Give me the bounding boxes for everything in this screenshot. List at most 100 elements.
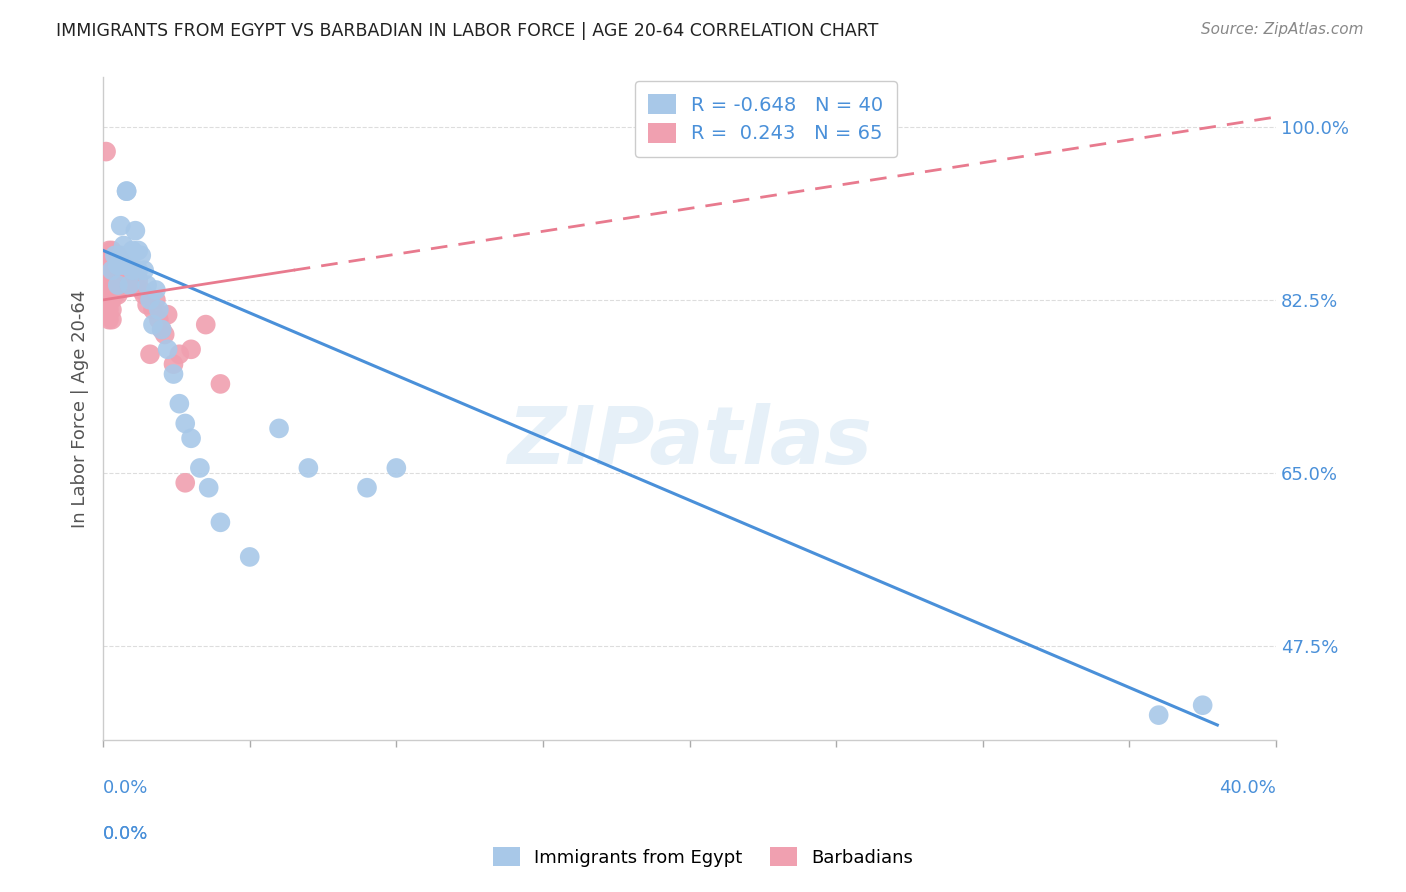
Point xyxy=(107,288,129,302)
Point xyxy=(121,263,143,277)
Point xyxy=(94,263,117,277)
Point xyxy=(174,475,197,490)
Point xyxy=(110,263,132,277)
Point xyxy=(104,278,127,293)
Point xyxy=(145,283,167,297)
Point xyxy=(98,253,121,268)
Point xyxy=(150,322,173,336)
Text: 0.0%: 0.0% xyxy=(103,825,148,843)
Text: 0.0%: 0.0% xyxy=(103,825,148,843)
Point xyxy=(107,278,129,293)
Point xyxy=(112,268,135,282)
Point xyxy=(169,397,191,411)
Point xyxy=(101,253,124,268)
Text: Source: ZipAtlas.com: Source: ZipAtlas.com xyxy=(1201,22,1364,37)
Point xyxy=(94,258,117,272)
Point xyxy=(188,461,211,475)
Legend: Immigrants from Egypt, Barbadians: Immigrants from Egypt, Barbadians xyxy=(485,840,921,874)
Point xyxy=(98,263,121,277)
Point xyxy=(115,184,138,198)
Point xyxy=(127,273,149,287)
Point xyxy=(104,248,127,262)
Point xyxy=(1191,698,1213,713)
Point xyxy=(110,248,132,262)
Point xyxy=(112,258,135,272)
Point xyxy=(156,308,179,322)
Point xyxy=(104,268,127,282)
Point xyxy=(127,244,149,258)
Point xyxy=(169,347,191,361)
Point xyxy=(98,283,121,297)
Text: IMMIGRANTS FROM EGYPT VS BARBADIAN IN LABOR FORCE | AGE 20-64 CORRELATION CHART: IMMIGRANTS FROM EGYPT VS BARBADIAN IN LA… xyxy=(56,22,879,40)
Point xyxy=(356,481,378,495)
Point xyxy=(142,302,165,317)
Y-axis label: In Labor Force | Age 20-64: In Labor Force | Age 20-64 xyxy=(72,290,89,528)
Text: 40.0%: 40.0% xyxy=(1219,779,1277,797)
Point xyxy=(162,357,184,371)
Point xyxy=(121,244,143,258)
Point xyxy=(101,302,124,317)
Point xyxy=(112,278,135,293)
Point xyxy=(297,461,319,475)
Point xyxy=(127,263,149,277)
Point xyxy=(174,417,197,431)
Text: 0.0%: 0.0% xyxy=(103,779,149,797)
Point xyxy=(118,278,141,293)
Point xyxy=(121,263,143,277)
Point xyxy=(148,302,170,317)
Point xyxy=(94,145,117,159)
Point xyxy=(134,263,156,277)
Point xyxy=(104,288,127,302)
Point xyxy=(129,248,152,262)
Point xyxy=(101,283,124,297)
Point xyxy=(180,343,202,357)
Point xyxy=(101,263,124,277)
Point xyxy=(156,343,179,357)
Point xyxy=(91,278,114,293)
Point xyxy=(112,238,135,252)
Point xyxy=(115,273,138,287)
Point xyxy=(91,298,114,312)
Point xyxy=(115,263,138,277)
Point xyxy=(107,248,129,262)
Point xyxy=(134,288,156,302)
Point xyxy=(101,244,124,258)
Point xyxy=(110,273,132,287)
Point xyxy=(112,258,135,272)
Point xyxy=(98,302,121,317)
Point xyxy=(101,263,124,277)
Point xyxy=(209,376,232,391)
Point xyxy=(91,263,114,277)
Point xyxy=(118,268,141,282)
Point xyxy=(107,258,129,272)
Point xyxy=(150,322,173,336)
Point xyxy=(136,298,159,312)
Point xyxy=(104,258,127,272)
Point xyxy=(107,268,129,282)
Point xyxy=(194,318,217,332)
Point xyxy=(153,327,176,342)
Point xyxy=(107,258,129,272)
Point xyxy=(121,273,143,287)
Point xyxy=(101,293,124,307)
Point xyxy=(94,288,117,302)
Point xyxy=(1147,708,1170,723)
Point xyxy=(118,278,141,293)
Point xyxy=(98,293,121,307)
Point xyxy=(110,253,132,268)
Text: ZIPatlas: ZIPatlas xyxy=(508,403,872,481)
Point xyxy=(124,273,146,287)
Point xyxy=(136,278,159,293)
Point xyxy=(110,219,132,233)
Point xyxy=(115,184,138,198)
Point xyxy=(148,312,170,326)
Point xyxy=(142,318,165,332)
Point xyxy=(124,224,146,238)
Point xyxy=(145,293,167,307)
Point xyxy=(180,431,202,445)
Point xyxy=(98,244,121,258)
Point xyxy=(139,293,162,307)
Point xyxy=(385,461,408,475)
Point xyxy=(162,367,184,381)
Point xyxy=(139,347,162,361)
